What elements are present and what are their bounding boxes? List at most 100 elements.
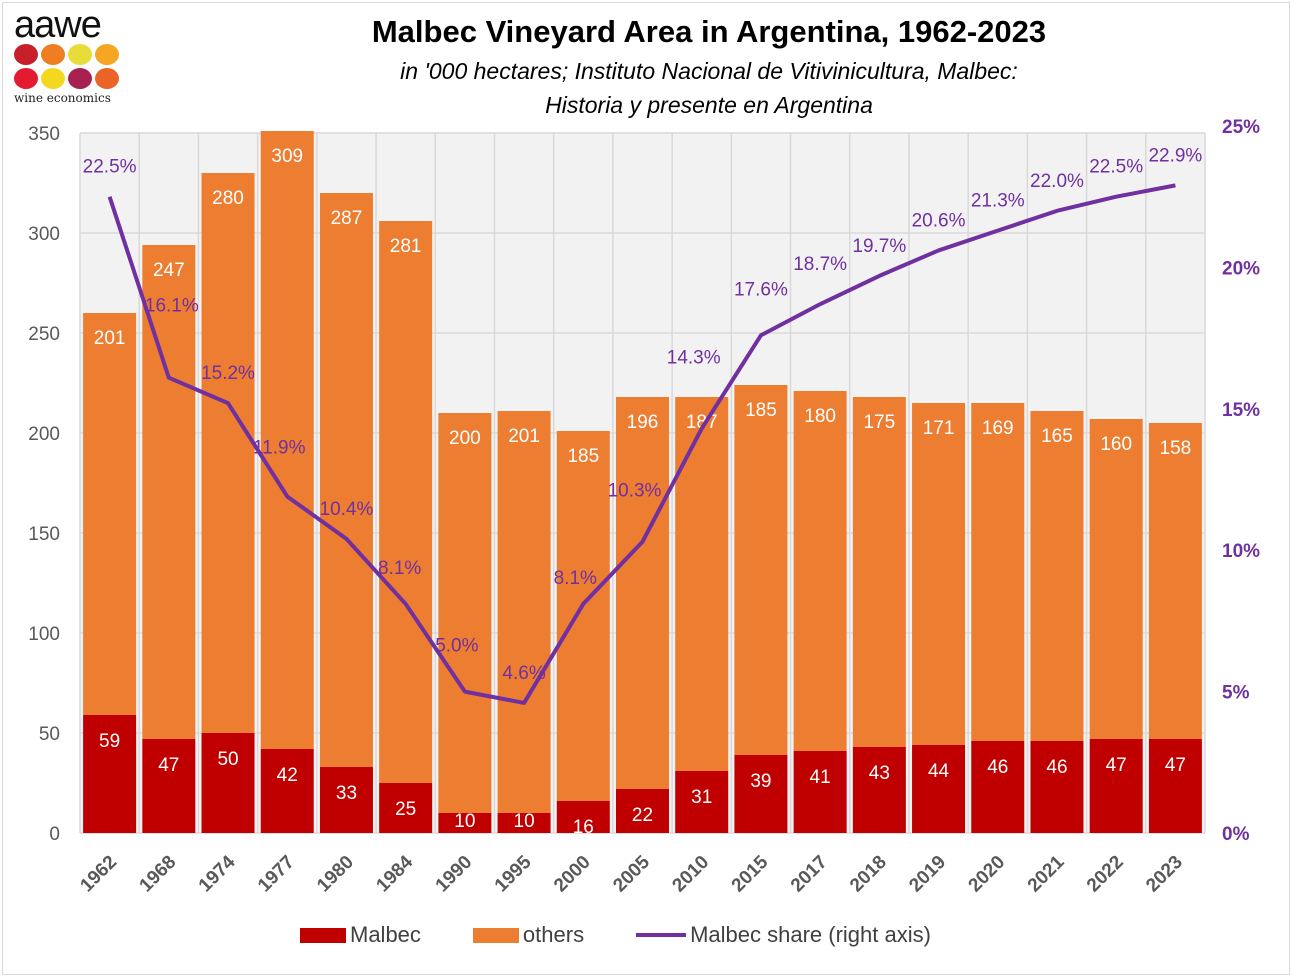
bar-malbec	[971, 741, 1025, 833]
legend-label: others	[522, 922, 585, 947]
logo-dot	[95, 44, 119, 65]
logo-subtext: wine economics	[14, 91, 111, 105]
data-label-share: 22.0%	[1030, 171, 1084, 192]
data-label-malbec: 50	[217, 749, 238, 770]
bar-others	[971, 403, 1025, 741]
data-label-others: 165	[1041, 426, 1073, 447]
data-label-share: 17.6%	[734, 279, 788, 300]
bar-others	[912, 403, 966, 745]
legend-item-malbec: Malbec	[300, 922, 421, 948]
bar-malbec	[734, 755, 788, 833]
data-label-malbec: 10	[514, 811, 535, 832]
data-label-share: 18.7%	[793, 254, 847, 275]
x-tick-label: 2020	[965, 852, 1010, 897]
data-label-share: 14.3%	[667, 348, 721, 369]
bar-others	[201, 173, 255, 733]
data-label-share: 8.1%	[554, 568, 597, 589]
chart-subtitle-line1: in '000 hectares; Instituto Nacional de …	[400, 58, 1018, 84]
data-label-others: 281	[390, 236, 422, 257]
bar-malbec	[201, 733, 255, 833]
x-tick-label: 2018	[846, 852, 891, 897]
bar-others	[319, 193, 373, 767]
data-label-others: 158	[1160, 438, 1192, 459]
logo-dot	[14, 44, 38, 65]
bar-others	[793, 391, 847, 751]
data-label-malbec: 47	[158, 755, 179, 776]
bar-others	[1030, 411, 1084, 741]
x-tick-label: 1968	[136, 852, 181, 897]
data-label-malbec: 16	[573, 817, 594, 838]
y-tick-label: 0	[49, 824, 60, 845]
x-tick-label: 2010	[668, 852, 713, 897]
chart-title: Malbec Vineyard Area in Argentina, 1962-…	[371, 14, 1047, 49]
bar-malbec	[142, 739, 196, 833]
y2-tick-label: 5%	[1222, 683, 1250, 704]
bar-malbec	[675, 771, 729, 833]
bar-others	[616, 397, 669, 789]
x-tick-label: 1980	[313, 852, 358, 897]
x-tick-label: 2005	[609, 851, 654, 896]
data-label-share: 22.5%	[1089, 157, 1143, 178]
x-tick-label: 2023	[1142, 852, 1187, 897]
data-label-share: 22.9%	[1148, 145, 1202, 166]
legend-item-others: others	[472, 922, 585, 948]
bar-malbec	[319, 767, 373, 833]
bar-others	[852, 397, 906, 747]
data-label-others: 201	[508, 426, 540, 447]
data-label-others: 287	[331, 208, 363, 229]
data-label-share: 10.4%	[320, 499, 374, 520]
logo-dot	[95, 68, 119, 89]
data-label-others: 200	[449, 428, 481, 449]
data-label-malbec: 47	[1106, 755, 1127, 776]
data-label-malbec: 46	[1046, 757, 1067, 778]
data-label-share: 16.1%	[145, 296, 199, 317]
data-label-others: 247	[153, 260, 185, 281]
data-label-malbec: 47	[1165, 755, 1186, 776]
bar-malbec	[1148, 739, 1202, 833]
x-tick-label: 2021	[1024, 851, 1069, 896]
logo-text: aawe	[14, 4, 102, 46]
bar-malbec	[852, 747, 906, 833]
data-label-malbec: 42	[277, 765, 298, 786]
x-tick-label: 1977	[254, 852, 299, 897]
data-label-share: 10.3%	[608, 481, 662, 502]
data-label-others: 180	[804, 406, 836, 427]
data-label-others: 185	[745, 400, 777, 421]
aawe-logo: aawe wine economics	[14, 4, 126, 105]
data-label-others: 201	[94, 328, 126, 349]
logo-dot	[68, 68, 92, 89]
y2-tick-label: 10%	[1222, 541, 1260, 562]
y2-tick-label: 15%	[1222, 400, 1260, 421]
bar-others	[83, 313, 137, 715]
bar-others	[1148, 423, 1202, 739]
bar-others	[379, 221, 433, 783]
bar-malbec	[1030, 741, 1084, 833]
chart-subtitle-line2: Historia y presente en Argentina	[545, 92, 873, 118]
bar-others	[260, 131, 314, 749]
data-label-malbec: 10	[454, 811, 475, 832]
data-label-others: 160	[1100, 434, 1132, 455]
bar-others	[438, 413, 492, 813]
x-tick-label: 1984	[372, 851, 417, 896]
data-label-malbec: 44	[928, 761, 950, 782]
bar-others	[675, 397, 729, 771]
bar-others	[556, 431, 610, 801]
data-label-share: 5.0%	[435, 636, 478, 657]
data-label-others: 280	[212, 188, 244, 209]
logo-dots	[14, 44, 126, 89]
y2-tick-label: 25%	[1222, 117, 1260, 138]
data-label-others: 196	[627, 412, 659, 433]
data-label-share: 20.6%	[912, 210, 966, 231]
legend: Malbec others Malbec share (right axis)	[300, 922, 983, 948]
y-tick-label: 200	[28, 424, 60, 445]
data-label-malbec: 33	[336, 783, 357, 804]
x-tick-label: 2022	[1083, 852, 1128, 897]
y-tick-label: 300	[28, 224, 60, 245]
data-label-others: 171	[923, 418, 955, 439]
data-label-malbec: 25	[395, 799, 416, 820]
bar-others	[1089, 419, 1143, 739]
data-label-others: 175	[863, 412, 895, 433]
x-tick-label: 2000	[550, 852, 595, 897]
x-tick-label: 1995	[491, 851, 536, 896]
